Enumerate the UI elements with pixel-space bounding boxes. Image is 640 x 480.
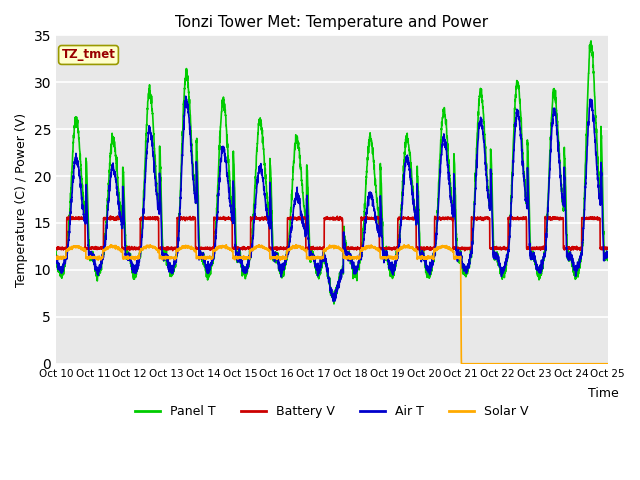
Legend: Panel T, Battery V, Air T, Solar V: Panel T, Battery V, Air T, Solar V	[131, 400, 533, 423]
X-axis label: Time: Time	[588, 387, 619, 400]
Text: TZ_tmet: TZ_tmet	[61, 48, 115, 61]
Y-axis label: Temperature (C) / Power (V): Temperature (C) / Power (V)	[15, 112, 28, 287]
Title: Tonzi Tower Met: Temperature and Power: Tonzi Tower Met: Temperature and Power	[175, 15, 488, 30]
